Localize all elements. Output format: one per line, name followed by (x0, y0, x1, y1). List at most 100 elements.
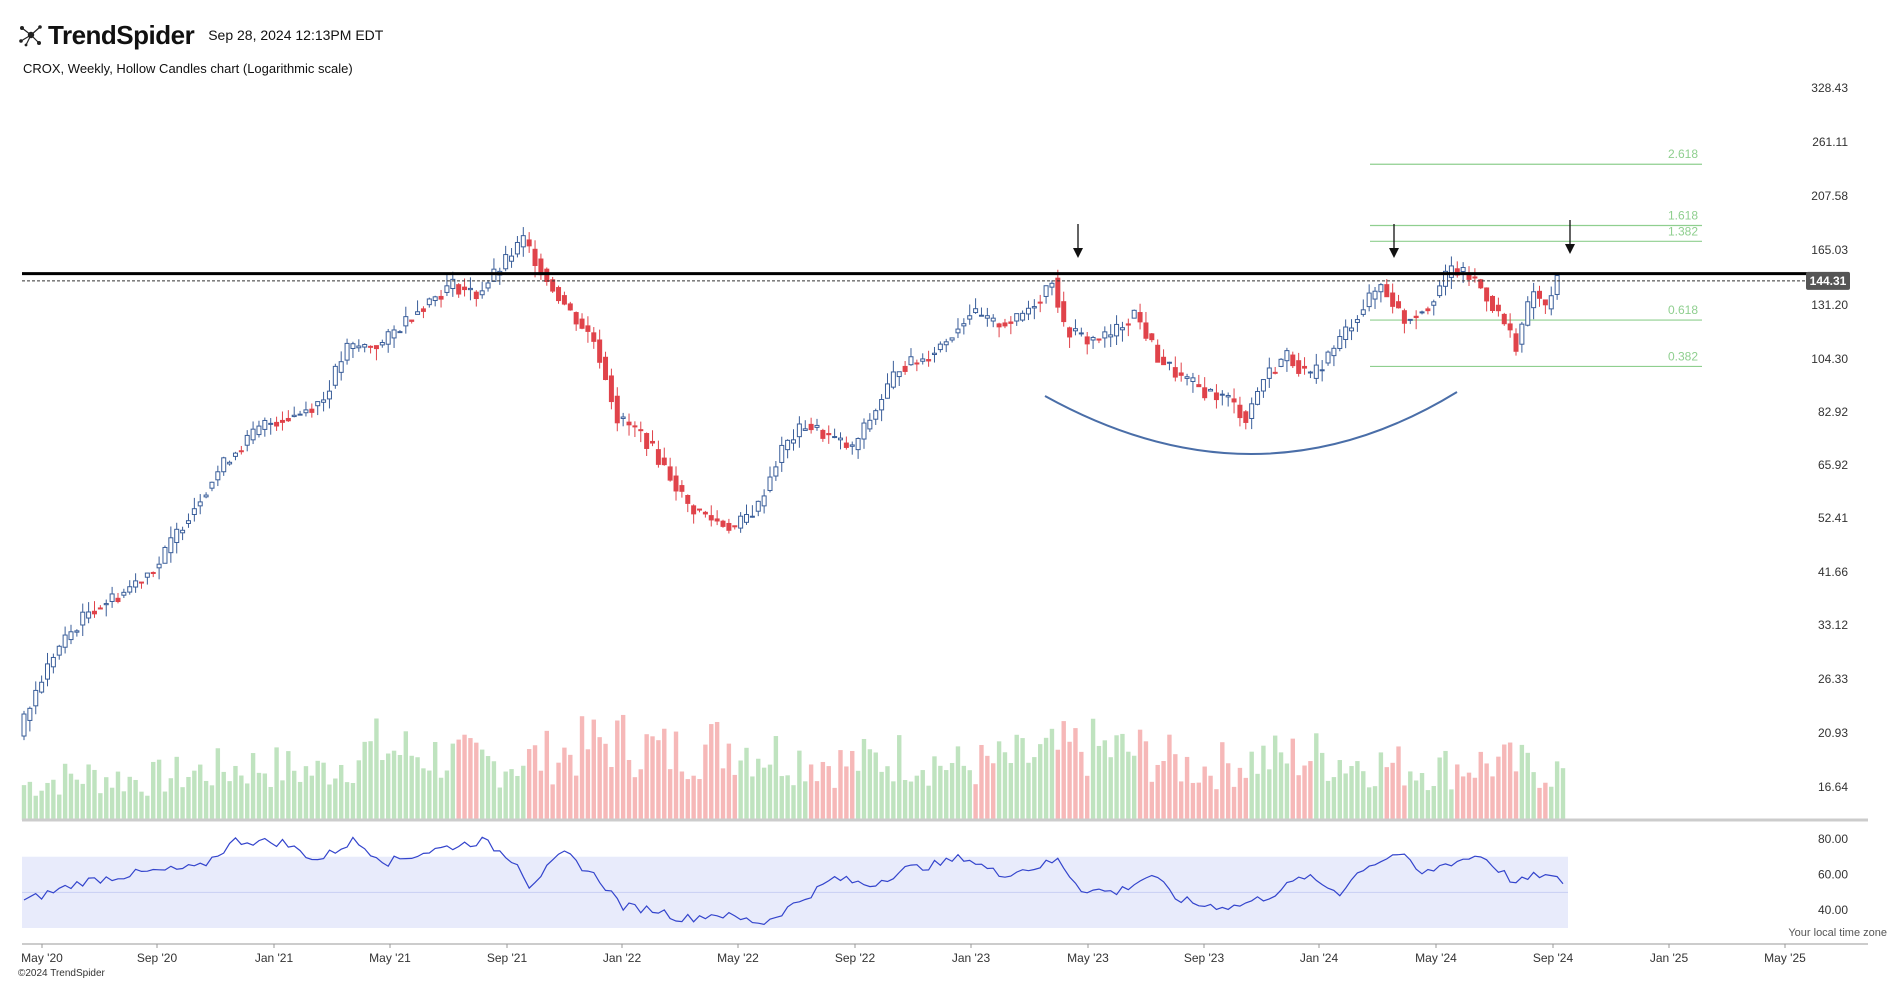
candle-body (1413, 315, 1419, 319)
candle-body (679, 485, 685, 492)
candle-body (1061, 301, 1067, 323)
candle-body (1178, 372, 1184, 376)
volume-bar (1537, 787, 1542, 820)
candle-body (1002, 322, 1008, 327)
volume-bar (873, 752, 878, 820)
candle-body (843, 442, 849, 448)
volume-bar (908, 781, 914, 820)
candle-body (491, 268, 497, 282)
y-tick-label: 328.43 (1811, 81, 1848, 95)
volume-bar (303, 766, 309, 820)
volume-bar (744, 747, 749, 820)
volume-bar (1155, 764, 1160, 820)
volume-bar (767, 764, 773, 820)
volume-bar (1349, 766, 1354, 820)
candle-body (1443, 270, 1449, 287)
candle-body (473, 291, 479, 300)
volume-bar (1249, 751, 1254, 820)
volume-bar (697, 779, 702, 820)
volume-bar (932, 756, 937, 820)
candle-body (291, 414, 297, 418)
volume-bar (568, 754, 573, 820)
header: TrendSpider Sep 28, 2024 12:13PM EDT (18, 20, 383, 50)
candle-body (1202, 387, 1208, 399)
volume-bar (1449, 789, 1454, 820)
volume-bar (333, 778, 338, 820)
candle-body (749, 515, 755, 518)
candle-body (561, 295, 567, 305)
volume-bar (415, 757, 420, 820)
volume-bar (1425, 790, 1431, 820)
candle-body (755, 500, 761, 512)
rsi-line (23, 836, 1564, 926)
candle-body (1213, 392, 1219, 401)
volume-bar (221, 771, 226, 820)
volume-bar (491, 761, 497, 820)
volume-bar (1225, 763, 1231, 820)
volume-bar (1237, 767, 1243, 820)
volume-bar (844, 766, 849, 820)
volume-bar (385, 753, 391, 820)
volume-bar (156, 759, 162, 820)
candle-body (391, 329, 397, 339)
brand-logo[interactable]: TrendSpider (18, 20, 195, 51)
candle-body (673, 475, 679, 492)
candle-body (397, 331, 403, 334)
y-tick-label: 26.33 (1818, 672, 1848, 686)
candle-body (1501, 313, 1507, 325)
volume-bar (920, 770, 925, 820)
timezone-note[interactable]: Your local time zone (1788, 927, 1887, 939)
candle-body (867, 419, 873, 430)
volume-bar (1419, 773, 1425, 820)
candle-body (1519, 323, 1525, 345)
volume-bar (503, 771, 508, 820)
candle-body (1319, 369, 1325, 372)
y-tick-label: 33.12 (1818, 618, 1848, 632)
candle-body (761, 495, 767, 507)
candle-body (626, 421, 632, 426)
candle-body (62, 634, 68, 648)
volume-bar (1431, 785, 1436, 820)
volume-bar (1496, 756, 1501, 820)
fib-level-label: 0.382 (1668, 349, 1698, 363)
volume-bar (151, 761, 156, 820)
volume-bar (1267, 769, 1272, 820)
volume-bar (773, 736, 779, 820)
candle-body (1366, 292, 1372, 308)
candle-body (544, 268, 550, 282)
y-tick-label: 16.64 (1818, 780, 1848, 794)
candle-body (1349, 327, 1355, 332)
volume-bar (1272, 735, 1278, 820)
candle-body (879, 399, 885, 411)
candle-body (86, 611, 92, 619)
rsi-tick-label: 80.00 (1818, 832, 1848, 846)
volume-bar (479, 749, 485, 820)
volume-bar (685, 779, 690, 820)
candle-body (1548, 295, 1554, 310)
volume-bar (1008, 763, 1014, 820)
volume-bar (550, 784, 555, 820)
volume-bar (673, 731, 679, 820)
candle-body (1249, 403, 1255, 419)
candle-body (1143, 322, 1149, 339)
volume-bar (532, 745, 538, 820)
x-tick-label: Jan '24 (1300, 951, 1339, 965)
rsi-tick-label: 60.00 (1818, 868, 1848, 882)
candle-body (1419, 311, 1425, 314)
last-price-label: 144.31 (1810, 274, 1847, 288)
volume-bar (1220, 742, 1225, 820)
candle-body (297, 413, 303, 416)
volume-bar (1231, 786, 1237, 820)
volume-bar (556, 762, 561, 820)
candle-body (1161, 356, 1167, 366)
volume-bar (1173, 754, 1178, 820)
candle-body (661, 457, 667, 466)
volume-bar (1325, 780, 1331, 820)
volume-bar (1085, 775, 1090, 820)
volume-bar (409, 755, 414, 820)
volume-bar (227, 781, 232, 820)
volume-bar (256, 772, 262, 820)
volume-bar (1302, 765, 1307, 820)
volume-bar (62, 763, 68, 820)
